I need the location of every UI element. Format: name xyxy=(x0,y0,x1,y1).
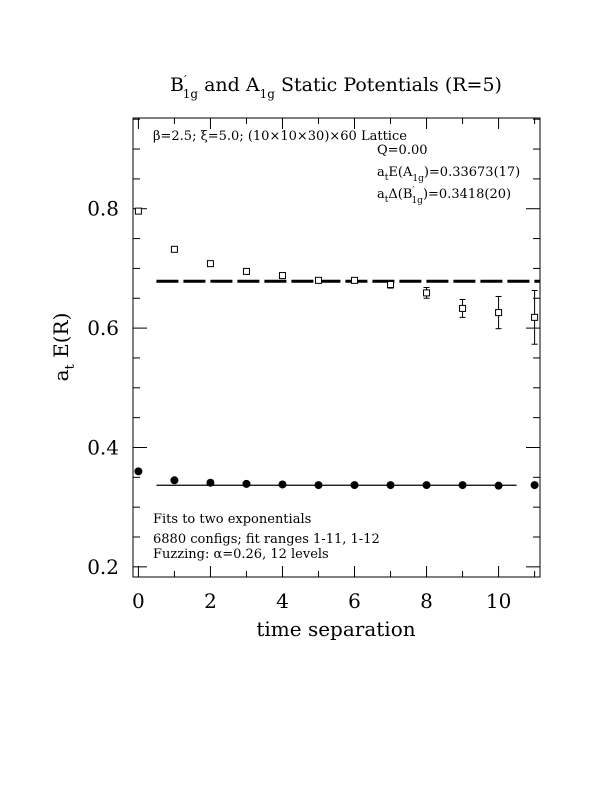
open-square-point xyxy=(423,289,431,297)
q-annotation: Q=0.00 xyxy=(377,143,428,158)
open-square-point xyxy=(459,304,467,312)
filled-circle-point xyxy=(170,476,179,485)
filled-circle-point xyxy=(206,478,215,487)
chart-title: B′ 1g and A1g Static Potentials (R=5) xyxy=(170,73,502,101)
gap-annotation: atΔ(B′ 1g)=0.3418(20) xyxy=(377,186,511,206)
filled-circle-point xyxy=(458,481,467,490)
x-tick-label: 0 xyxy=(132,589,145,613)
open-square-point xyxy=(134,207,142,215)
x-tick-label: 10 xyxy=(486,589,511,613)
y-tick-label: 0.6 xyxy=(87,316,119,340)
x-axis-label: time separation xyxy=(256,617,415,641)
filled-circle-point xyxy=(350,481,359,490)
y-tick-label: 0.2 xyxy=(87,555,119,579)
x-tick-label: 6 xyxy=(348,589,361,613)
y-axis-label: at E(R) xyxy=(49,313,78,382)
open-square-point xyxy=(351,276,359,284)
x-tick-label: 8 xyxy=(420,589,433,613)
filled-circle-point xyxy=(314,481,323,490)
x-tick-label: 4 xyxy=(276,589,289,613)
filled-circle-point xyxy=(530,481,539,490)
open-square-point xyxy=(242,267,250,275)
filled-circle-point xyxy=(422,481,431,490)
axis-tick-labels: 0 2 4 6 8 10 0.2 0.4 0.6 0.8 xyxy=(87,197,511,613)
filled-circle-point xyxy=(278,480,287,489)
y-tick-label: 0.4 xyxy=(87,435,119,459)
data-marks xyxy=(134,207,539,490)
open-square-point xyxy=(387,281,395,289)
plot-frame xyxy=(132,117,541,578)
configs-annotation: 6880 configs; fit ranges 1-11, 1-12 xyxy=(153,532,380,547)
open-square-point xyxy=(170,245,178,253)
axis-ticks xyxy=(133,118,540,577)
y-tick-label: 0.8 xyxy=(87,197,119,221)
open-square-point xyxy=(278,272,286,280)
lattice-annotation: β=2.5; ξ=5.0; (10×10×30)×60 Lattice xyxy=(153,129,407,144)
energy-annotation: atE(A1g)=0.33673(17) xyxy=(377,165,520,184)
open-square-point xyxy=(206,260,214,268)
fuzzing-annotation: Fuzzing: α=0.26, 12 levels xyxy=(153,547,329,562)
x-tick-label: 2 xyxy=(204,589,217,613)
open-square-point xyxy=(495,309,503,317)
fits-annotation: Fits to two exponentials xyxy=(153,512,311,527)
filled-circle-point xyxy=(242,479,251,488)
open-square-point xyxy=(531,313,539,321)
filled-circle-point xyxy=(494,481,503,490)
fit-lines xyxy=(156,279,540,486)
filled-circle-point xyxy=(386,481,395,490)
filled-circle-point xyxy=(134,467,143,476)
open-square-point xyxy=(314,276,322,284)
